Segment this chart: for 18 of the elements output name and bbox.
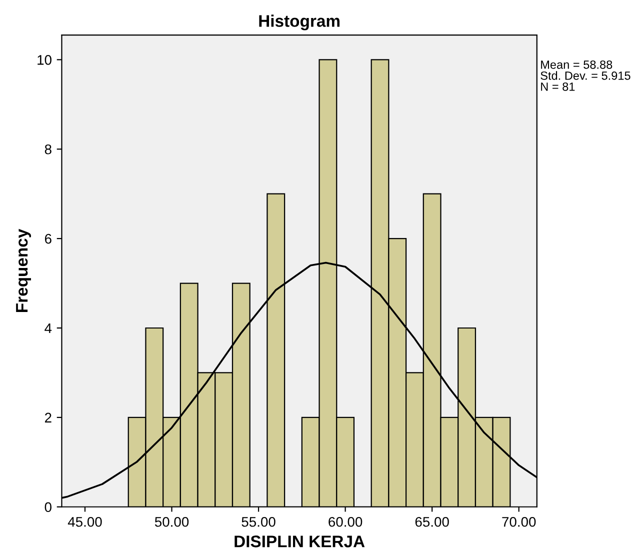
x-tick-label: 50.00 [154,516,189,527]
x-tick-label: 65.00 [415,516,449,527]
x-tick-label: 60.00 [328,516,362,527]
x-axis-title: DISIPLIN KERJA [234,536,365,548]
y-tick-label: 4 [44,323,52,334]
y-tick-label: 0 [44,502,52,512]
chart-title: Histogram [259,14,340,30]
y-tick-label: 2 [44,412,52,422]
text: Std. Dev. = 5.915 [540,71,630,80]
text: Mean = 58.88 [541,60,612,69]
text: N = 81 [541,82,575,91]
y-tick-label: 6 [44,234,52,244]
y-tick-label: 8 [44,144,52,154]
y-tick-label: 10 [38,55,52,65]
x-tick-label: 55.00 [242,516,276,527]
y-axis-title: Frequency [16,228,32,312]
x-tick-label: 45.00 [68,516,102,527]
x-tick-label: 70.00 [502,516,536,527]
